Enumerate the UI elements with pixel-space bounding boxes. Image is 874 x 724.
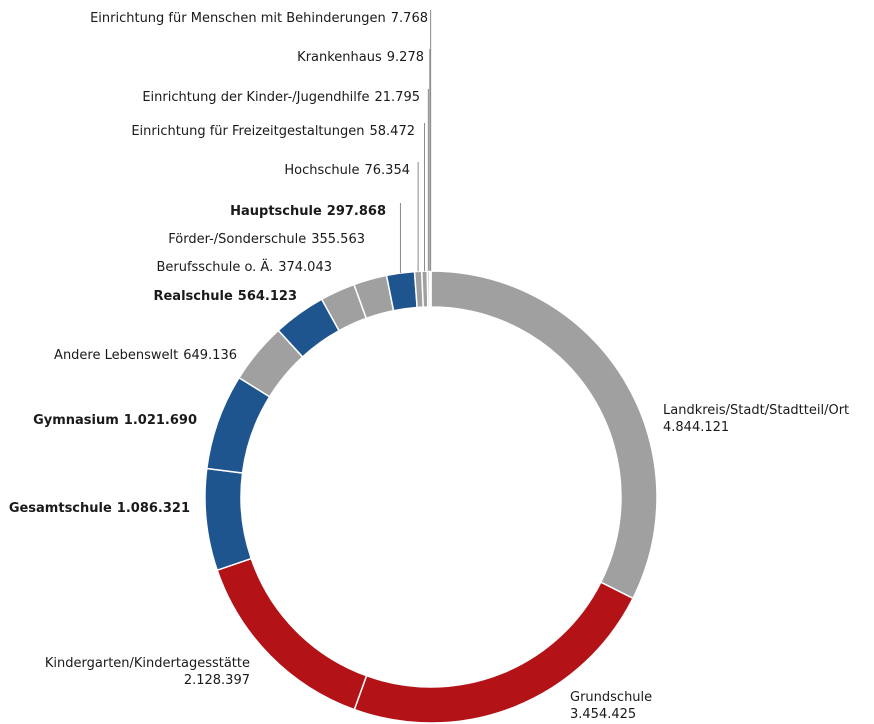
segment-value: 2.128.397 — [184, 673, 250, 688]
segment-name: Gymnasium — [33, 413, 119, 428]
segment-value: 58.472 — [370, 124, 416, 139]
segment-value: 649.136 — [183, 348, 237, 363]
segment-label: Hochschule 76.354 — [284, 163, 410, 178]
segment-label: Kindergarten/Kindertagesstätte 2.128.397 — [45, 656, 250, 688]
segment-value: 9.278 — [387, 50, 424, 65]
segment-label: Gesamtschule 1.086.321 — [9, 501, 190, 516]
segment-value: 76.354 — [365, 163, 411, 178]
segment-value: 1.021.690 — [124, 413, 197, 428]
segment-value: 21.795 — [375, 90, 421, 105]
donut-segment — [429, 270, 432, 308]
segment-name: Einrichtung für Menschen mit Behinderung… — [90, 11, 386, 26]
segment-label: Einrichtung für Freizeitgestaltungen 58.4… — [131, 124, 415, 139]
segment-label: Förder-/Sonderschule 355.563 — [168, 232, 365, 247]
segment-label: Einrichtung für Menschen mit Behinderung… — [90, 11, 428, 26]
segment-name: Einrichtung der Kinder-/Jugendhilfe — [142, 90, 369, 105]
segment-name: Grundschule — [570, 690, 652, 705]
segment-name: Kindergarten/Kindertagesstätte — [45, 656, 250, 671]
segment-name: Krankenhaus — [297, 50, 382, 65]
segment-label: Landkreis/Stadt/Stadtteil/Ort 4.844.121 — [663, 403, 849, 435]
segment-name: Realschule — [153, 289, 232, 304]
segment-value: 3.454.425 — [570, 707, 636, 722]
segment-name: Andere Lebenswelt — [54, 348, 178, 363]
donut-segment — [205, 376, 271, 474]
segment-name: Förder-/Sonderschule — [168, 232, 306, 247]
segment-label: Krankenhaus 9.278 — [297, 50, 424, 65]
segment-value: 1.086.321 — [117, 501, 190, 516]
segment-value: 355.563 — [311, 232, 365, 247]
segment-name: Berufsschule o. Ä. — [156, 259, 273, 275]
segment-value: 7.768 — [391, 11, 428, 26]
donut-segment — [204, 467, 253, 572]
segment-name: Gesamtschule — [9, 501, 112, 516]
segment-label: Hauptschule 297.868 — [230, 204, 386, 219]
segment-label: Grundschule 3.454.425 — [570, 690, 652, 722]
segment-name: Landkreis/Stadt/Stadtteil/Ort — [663, 403, 849, 418]
segment-label: Andere Lebenswelt 649.136 — [54, 348, 237, 363]
segment-label: Realschule 564.123 — [153, 289, 297, 304]
segment-value: 297.868 — [327, 204, 386, 219]
donut-segment — [430, 270, 658, 600]
segment-name: Hauptschule — [230, 204, 322, 219]
segment-value: 564.123 — [238, 289, 297, 304]
segment-name: Einrichtung für Freizeitgestaltungen — [131, 124, 364, 139]
segment-label: Gymnasium 1.021.690 — [33, 413, 197, 428]
segment-value: 374.043 — [278, 260, 332, 275]
segment-label: Einrichtung der Kinder-/Jugendhilfe 21.79… — [142, 90, 420, 105]
segment-value: 4.844.121 — [663, 420, 729, 435]
segment-label: Berufsschule o. Ä. 374.043 — [156, 259, 332, 275]
segment-name: Hochschule — [284, 163, 359, 178]
